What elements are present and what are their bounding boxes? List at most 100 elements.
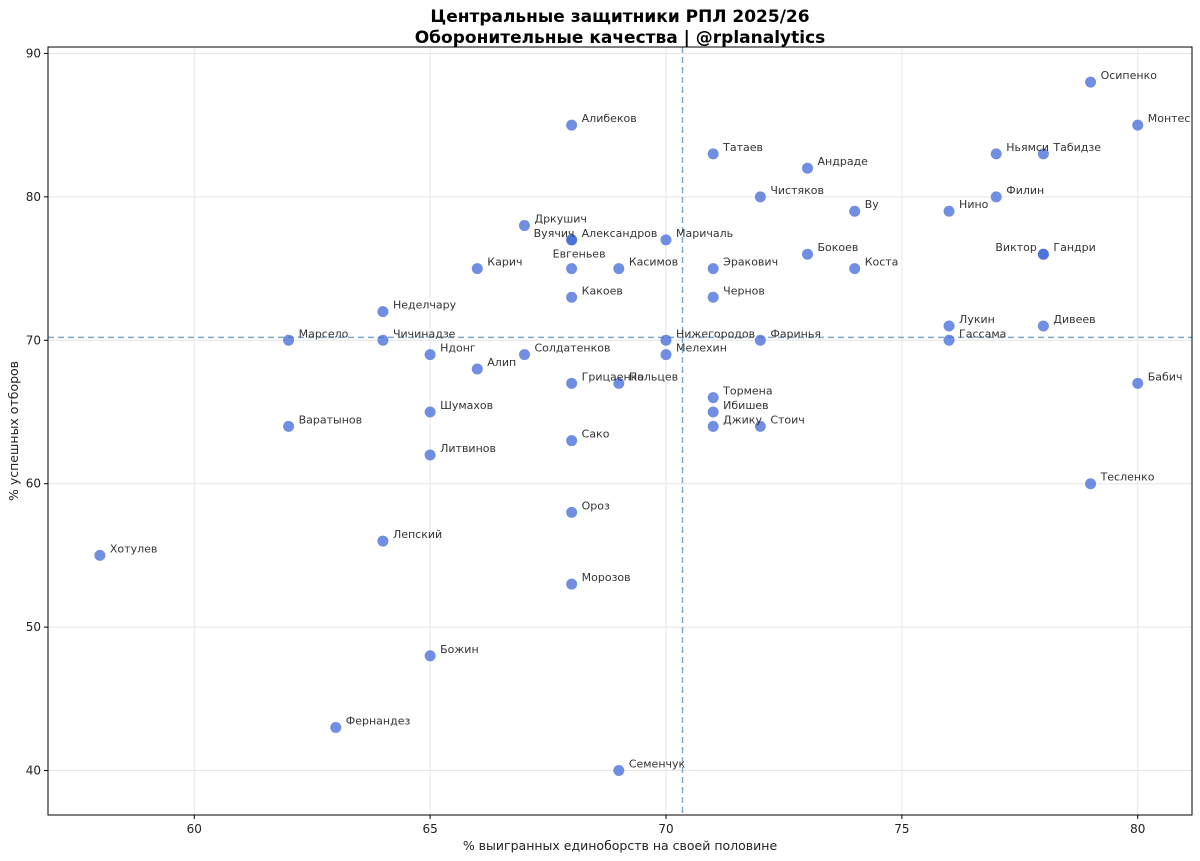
data-point [707, 148, 719, 160]
data-point [1037, 320, 1049, 332]
point-label: Табидзе [1052, 141, 1101, 154]
x-tick-label: 65 [422, 822, 437, 836]
point-label: Тесленко [1100, 471, 1155, 484]
data-point [613, 377, 625, 389]
point-label: Джику [723, 413, 762, 426]
data-point [613, 765, 625, 777]
point-label: Стоич [770, 413, 804, 426]
point-label: Алибеков [582, 112, 637, 125]
data-point [1085, 478, 1097, 490]
data-point [707, 263, 719, 275]
point-label: Лукин [959, 313, 995, 326]
point-label: Чистяков [770, 184, 824, 197]
reference-lines [48, 47, 1192, 815]
data-point [566, 263, 578, 275]
data-point [283, 334, 295, 346]
data-point [424, 449, 436, 461]
point-label: Чичинадзе [393, 327, 456, 340]
data-point [566, 578, 578, 590]
point-label: Касимов [629, 256, 678, 269]
data-point [707, 392, 719, 404]
data-point [566, 377, 578, 389]
point-label: Эракович [723, 256, 778, 269]
data-point [377, 334, 389, 346]
data-point [943, 320, 955, 332]
point-label: Божин [440, 643, 479, 656]
data-point [754, 334, 766, 346]
y-tick-label: 70 [26, 333, 41, 347]
point-label: Семенчук [629, 758, 686, 771]
point-label: Гандри [1053, 241, 1095, 254]
data-point [566, 506, 578, 518]
point-label: Сако [582, 428, 610, 441]
data-point [754, 420, 766, 432]
point-label: Евгеньев [553, 248, 606, 261]
data-point [660, 334, 672, 346]
point-label: Ньямси [1006, 141, 1049, 154]
y-axis-label: % успешных отборов [6, 361, 21, 501]
point-labels: Осипенко Монтес Алибеков Татаев Андраде Ньямс… [110, 69, 1190, 770]
point-label: Шумахов [440, 399, 493, 412]
point-label: Коста [865, 256, 899, 269]
axis-ticks: 60 65 70 75 80 40 50 60 70 80 90 [26, 46, 1146, 836]
data-point [802, 248, 814, 260]
x-tick-label: 60 [187, 822, 202, 836]
point-label: Солдатенков [534, 342, 610, 355]
data-point [94, 549, 106, 561]
point-label: Хотулев [110, 542, 157, 555]
data-point [471, 363, 483, 375]
point-label: Грицаенко [582, 370, 645, 383]
point-label: Карич [487, 256, 522, 269]
data-point [566, 119, 578, 131]
x-tick-label: 75 [894, 822, 909, 836]
point-label: Фаринья [770, 327, 821, 340]
point-label: Пальцев [629, 370, 678, 383]
data-point [377, 535, 389, 547]
point-label: Какоев [582, 284, 623, 297]
y-tick-label: 50 [26, 620, 41, 634]
point-label: Алип [487, 356, 516, 369]
point-label: Филин [1006, 184, 1044, 197]
data-point [1132, 377, 1144, 389]
data-point [802, 162, 814, 174]
point-label: Нино [959, 198, 989, 211]
point-label: Андраде [818, 155, 869, 168]
point-label: Фернандез [346, 715, 411, 728]
data-point [707, 406, 719, 418]
point-label: Виктор [995, 241, 1036, 254]
data-point [377, 306, 389, 318]
data-point [707, 291, 719, 303]
data-point [1037, 248, 1049, 260]
point-label: Литвинов [440, 442, 496, 455]
point-label: Неделчару [393, 299, 457, 312]
data-point [424, 349, 436, 361]
data-point [424, 406, 436, 418]
data-point [754, 191, 766, 203]
point-label: Татаев [722, 141, 763, 154]
point-label: Чернов [723, 284, 765, 297]
data-point [283, 420, 295, 432]
y-tick-label: 60 [26, 477, 41, 491]
chart-title: Центральные защитники РПЛ 2025/26 [430, 7, 809, 27]
data-point [1037, 148, 1049, 160]
data-point [330, 722, 342, 734]
data-points [94, 76, 1144, 777]
data-point [1132, 119, 1144, 131]
point-label: Дркушич [534, 213, 586, 226]
point-label: Бабич [1148, 370, 1183, 383]
x-axis-label: % выигранных единоборств на своей полови… [463, 838, 778, 853]
point-label: Ороз [582, 499, 610, 512]
point-label: Маричаль [676, 227, 733, 240]
data-point [660, 349, 672, 361]
x-tick-label: 80 [1130, 822, 1145, 836]
point-label: Нижегородов [676, 327, 755, 340]
data-point [566, 234, 578, 246]
data-point [990, 191, 1002, 203]
point-label: Варатынов [299, 413, 363, 426]
x-tick-label: 70 [658, 822, 673, 836]
point-label: Морозов [582, 571, 631, 584]
grid [48, 47, 1192, 815]
point-label: Гассама [959, 327, 1006, 340]
y-tick-label: 40 [26, 764, 41, 778]
